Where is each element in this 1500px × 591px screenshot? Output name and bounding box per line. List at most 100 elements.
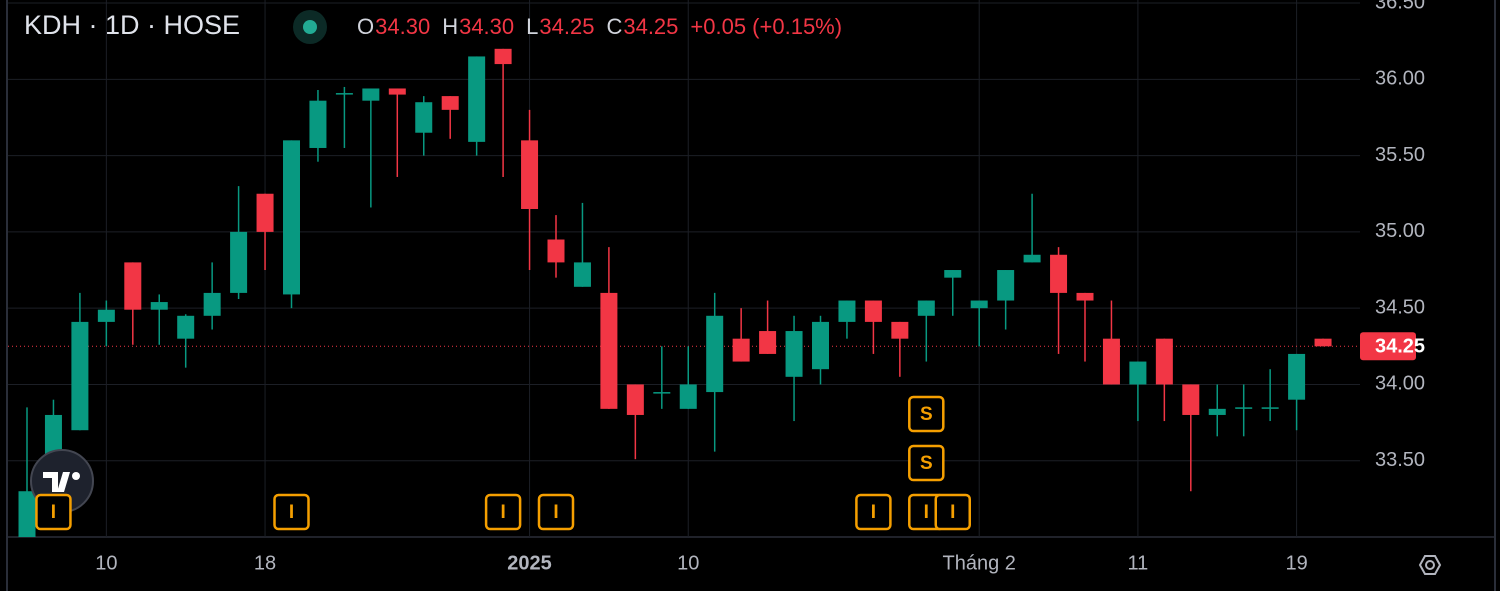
- event-label: S: [920, 453, 933, 474]
- candle-body: [230, 231, 248, 293]
- x-tick-label: 11: [1128, 552, 1149, 574]
- x-tick-label: 2025: [507, 552, 552, 574]
- candle-body: [759, 331, 777, 354]
- candle-body: [706, 315, 724, 393]
- candle-body: [494, 48, 512, 65]
- candle-body: [970, 300, 988, 309]
- candle-body: [177, 315, 195, 339]
- event-box: [908, 444, 945, 482]
- candle-body: [653, 392, 671, 394]
- candle-body: [71, 321, 89, 431]
- last-price-tag: [1360, 332, 1416, 361]
- candle-body: [362, 88, 380, 101]
- candle-body: [441, 96, 459, 110]
- candle-body: [18, 491, 36, 537]
- candle-body: [388, 88, 406, 95]
- candle-body: [521, 140, 539, 210]
- candle-body: [256, 193, 274, 232]
- event-marker[interactable]: S: [908, 395, 945, 433]
- axes: 33.50 34.00 34.50 35.00 35.50 36.00 36.50 10 18 2…: [95, 0, 1425, 574]
- candle-body: [1129, 361, 1147, 385]
- x-tick-label: 10: [677, 552, 699, 574]
- event-box: [537, 493, 575, 531]
- y-tick-label: 34.50: [1375, 296, 1425, 318]
- candle-body: [732, 338, 750, 362]
- event-box: [934, 493, 971, 531]
- candle-body: [203, 292, 221, 316]
- candle-body: [785, 331, 803, 377]
- candle-body: [97, 309, 115, 322]
- event-marker[interactable]: I: [934, 493, 971, 531]
- event-box: [484, 493, 522, 531]
- settings-button[interactable]: [1418, 555, 1442, 575]
- candle-body: [626, 384, 644, 415]
- event-marker[interactable]: I: [855, 493, 892, 531]
- legend-value: 34.25: [623, 14, 678, 39]
- candle-body: [917, 300, 935, 316]
- x-tick-label: 10: [95, 552, 117, 574]
- legend-key: O: [357, 14, 374, 39]
- candle-body: [468, 56, 486, 142]
- event-label: I: [500, 502, 505, 523]
- candle-body: [573, 262, 591, 287]
- candle-body: [283, 140, 300, 295]
- event-marker[interactable]: I: [537, 493, 575, 531]
- event-marker[interactable]: I: [273, 493, 310, 531]
- candle-body: [1182, 384, 1200, 415]
- candle-body: [335, 93, 353, 95]
- candle-body: [1076, 292, 1094, 301]
- ohlc-legend: O 34.30 H 34.30 L 34.25 C 34.25 +0.05 (+0.15%): [357, 14, 842, 39]
- candle-body: [1102, 338, 1120, 385]
- event-label: I: [924, 502, 929, 523]
- candle-body: [415, 102, 433, 133]
- x-tick-label: Tháng 2: [943, 552, 1016, 574]
- candle-body: [1288, 353, 1306, 400]
- event-label: I: [950, 502, 955, 523]
- legend-value: 34.30: [459, 14, 514, 39]
- event-label: I: [553, 502, 558, 523]
- candle-body: [1155, 338, 1173, 385]
- legend-key: C: [606, 14, 622, 39]
- plot-area: [8, 48, 1360, 537]
- status-dot: [303, 20, 317, 34]
- x-tick-label: 19: [1285, 552, 1307, 574]
- legend-value: 34.30: [375, 14, 430, 39]
- event-box: [35, 493, 72, 531]
- candle-body: [679, 384, 697, 409]
- event-marker[interactable]: I: [484, 493, 522, 531]
- symbol-title: KDH · 1D · HOSE: [24, 10, 240, 40]
- y-tick-label: 36.00: [1375, 68, 1425, 90]
- y-tick-label: 35.50: [1375, 144, 1425, 166]
- candle-body: [838, 300, 856, 322]
- candle-body: [891, 321, 909, 339]
- event-box: [273, 493, 310, 531]
- candle-body: [1261, 407, 1279, 409]
- candle-body: [812, 321, 829, 370]
- y-tick-label: 33.50: [1375, 449, 1425, 471]
- candle-body: [547, 239, 565, 263]
- candle-body: [944, 270, 962, 278]
- event-marker[interactable]: S: [908, 444, 945, 482]
- candle-body: [309, 100, 327, 148]
- event-label: I: [289, 502, 294, 523]
- candle-body: [864, 300, 882, 322]
- event-label: S: [920, 404, 933, 425]
- last-price-label: 34.25: [1375, 336, 1425, 358]
- event-box: [908, 395, 945, 433]
- candle-body: [600, 292, 618, 409]
- candle-body: [1314, 338, 1332, 347]
- y-tick-label: 35.00: [1375, 220, 1425, 242]
- event-marker[interactable]: I: [35, 493, 72, 531]
- candle-body: [997, 270, 1015, 301]
- legend-value: 34.25: [539, 14, 594, 39]
- candle-body: [150, 302, 168, 310]
- legend-key: L: [526, 14, 538, 39]
- candle-body: [1050, 254, 1068, 293]
- x-tick-label: 18: [254, 552, 276, 574]
- candle-body: [1235, 407, 1253, 409]
- y-tick-label: 36.50: [1375, 0, 1425, 13]
- legend-key: H: [442, 14, 458, 39]
